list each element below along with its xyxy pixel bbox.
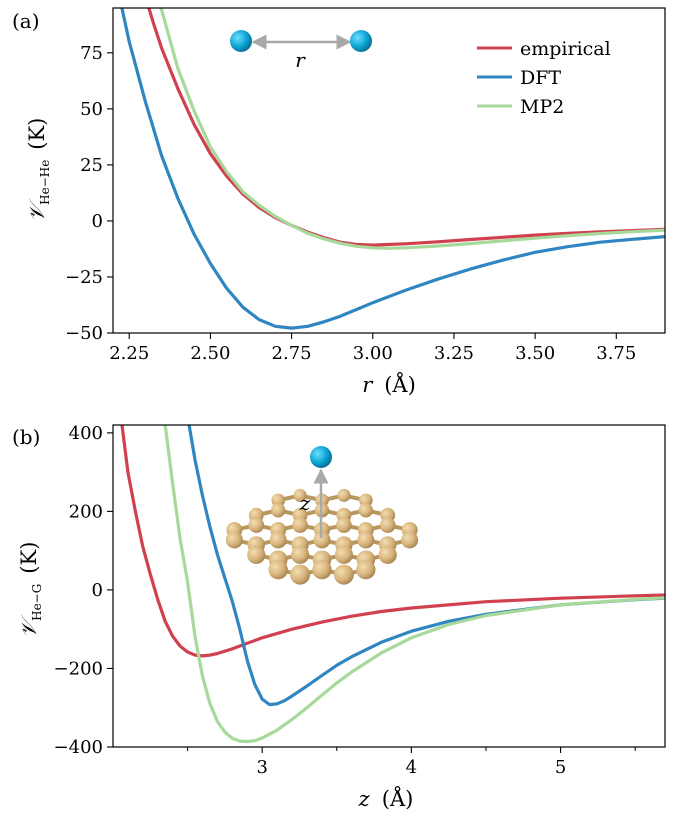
helium-atom-left bbox=[230, 30, 252, 52]
panel-b-xtick-label: 4 bbox=[406, 757, 417, 778]
carbon-atom bbox=[358, 503, 374, 518]
carbon-atom bbox=[293, 488, 307, 502]
carbon-atom bbox=[269, 531, 287, 549]
panel-b-line-dft bbox=[187, 425, 665, 707]
carbon-atom bbox=[356, 559, 376, 580]
carbon-atom bbox=[270, 503, 286, 518]
panel-b-ytick-label: 200 bbox=[69, 501, 103, 522]
panel-a-xtick-label: 3.75 bbox=[596, 343, 636, 364]
panel-b-label: (b) bbox=[12, 425, 40, 449]
he-dimer-illustration: r bbox=[230, 30, 372, 72]
legend-label-empirical: empirical bbox=[520, 38, 611, 60]
panel-a-ytick-label: −25 bbox=[65, 267, 103, 288]
panel-a-label: (a) bbox=[12, 9, 40, 33]
panel-b-ytick-label: 400 bbox=[69, 423, 103, 444]
panel-a-ytick-label: 50 bbox=[80, 99, 103, 120]
panel-a-xtick-label: 3.25 bbox=[434, 343, 474, 364]
panel-a-xtick-label: 2.75 bbox=[272, 343, 312, 364]
panel-a-xlabel-unit: (Å) bbox=[384, 372, 416, 397]
panel-b-line-empirical bbox=[120, 425, 665, 658]
panel-b-ytick-label: −400 bbox=[54, 737, 103, 758]
legend: empirical DFT MP2 bbox=[477, 38, 611, 118]
panel-a-series bbox=[120, 8, 665, 330]
panel-a-line-dft bbox=[120, 8, 665, 330]
carbon-atom bbox=[334, 545, 354, 564]
carbon-atom bbox=[401, 531, 419, 549]
panel-a-ytick-label: 75 bbox=[80, 43, 103, 64]
panel-a-frame bbox=[112, 7, 666, 334]
panel-a-ylabel-unit: (K) bbox=[25, 118, 49, 150]
helium-atom-right bbox=[350, 30, 372, 52]
carbon-atom bbox=[359, 493, 373, 508]
carbon-atom bbox=[290, 564, 311, 585]
panel-a-xlabel-symbol: r bbox=[362, 373, 374, 397]
carbon-atom bbox=[290, 545, 310, 564]
panel-a-xtick-label: 3.00 bbox=[353, 343, 393, 364]
carbon-atom bbox=[379, 517, 396, 533]
panel-a-xtick-label: 2.25 bbox=[109, 343, 149, 364]
carbon-atom bbox=[247, 545, 266, 564]
panel-a-xtick-label: 3.50 bbox=[515, 343, 555, 364]
panel-a-ylabel-sub: He−He bbox=[38, 160, 52, 205]
carbon-atom bbox=[225, 531, 243, 549]
panel-a-ytick-label: 0 bbox=[92, 211, 103, 232]
panel-b-line-mp2 bbox=[163, 425, 665, 744]
height-label-z: z bbox=[299, 491, 311, 515]
carbon-atom bbox=[248, 517, 265, 533]
legend-label-dft: DFT bbox=[520, 67, 561, 89]
panel-a-line-empirical bbox=[147, 8, 665, 247]
carbon-atom bbox=[271, 493, 285, 508]
panel-b-xtick-label: 3 bbox=[256, 757, 267, 778]
legend-label-mp2: MP2 bbox=[520, 96, 564, 118]
carbon-atom bbox=[336, 517, 352, 533]
panel-a-ytick-label: −50 bbox=[65, 323, 103, 344]
distance-label-r: r bbox=[295, 48, 306, 72]
panel-b-xlabel-symbol: z bbox=[358, 787, 371, 811]
panel-b-ytick-label: 0 bbox=[92, 580, 103, 601]
svg-text:𝒱He−G(K): 𝒱He−G(K) bbox=[17, 542, 44, 639]
carbon-atom bbox=[357, 531, 375, 549]
panel-b-series bbox=[120, 425, 665, 744]
helium-atom bbox=[310, 446, 332, 468]
panel-a-xlabel: r (Å) bbox=[362, 372, 416, 397]
panel-a: (a) 2.25 2.50 2.75 3.00 3.25 3.50 3.75 75 50 25 0 −… bbox=[12, 7, 666, 397]
he-height-illustration: z bbox=[299, 446, 332, 538]
panel-b-ylabel: 𝒱He−G(K) bbox=[17, 542, 44, 639]
carbon-atom bbox=[312, 559, 332, 580]
panel-a-ticks: 2.25 2.50 2.75 3.00 3.25 3.50 3.75 75 50 25 0 −25 −5… bbox=[65, 43, 636, 364]
carbon-atom bbox=[337, 488, 351, 502]
graphene-illustration bbox=[225, 488, 419, 585]
panel-b-xtick-label: 5 bbox=[555, 757, 566, 778]
carbon-atom bbox=[378, 545, 397, 564]
panel-a-ylabel: 𝒱He−He(K) bbox=[25, 118, 52, 223]
panel-b-frame bbox=[112, 424, 666, 748]
panel-b-xlabel: z (Å) bbox=[358, 786, 414, 811]
panel-b-xlabel-unit: (Å) bbox=[382, 786, 414, 811]
panel-b-ylabel-sub: He−G bbox=[30, 584, 44, 621]
carbon-atom bbox=[268, 559, 288, 580]
panel-b-ticks: 3 4 5 400 200 0 −200 −400 bbox=[54, 423, 636, 778]
carbon-atom bbox=[333, 564, 354, 585]
panel-a-ytick-label: 25 bbox=[80, 155, 103, 176]
panel-b-ytick-label: −200 bbox=[54, 658, 103, 679]
panel-a-line-mp2 bbox=[158, 8, 665, 250]
panel-a-xtick-label: 2.50 bbox=[190, 343, 230, 364]
panel-b-ylabel-unit: (K) bbox=[17, 542, 41, 574]
carbon-atom bbox=[313, 531, 331, 549]
svg-text:𝒱He−He(K): 𝒱He−He(K) bbox=[25, 118, 52, 223]
carbon-atom bbox=[292, 517, 308, 533]
